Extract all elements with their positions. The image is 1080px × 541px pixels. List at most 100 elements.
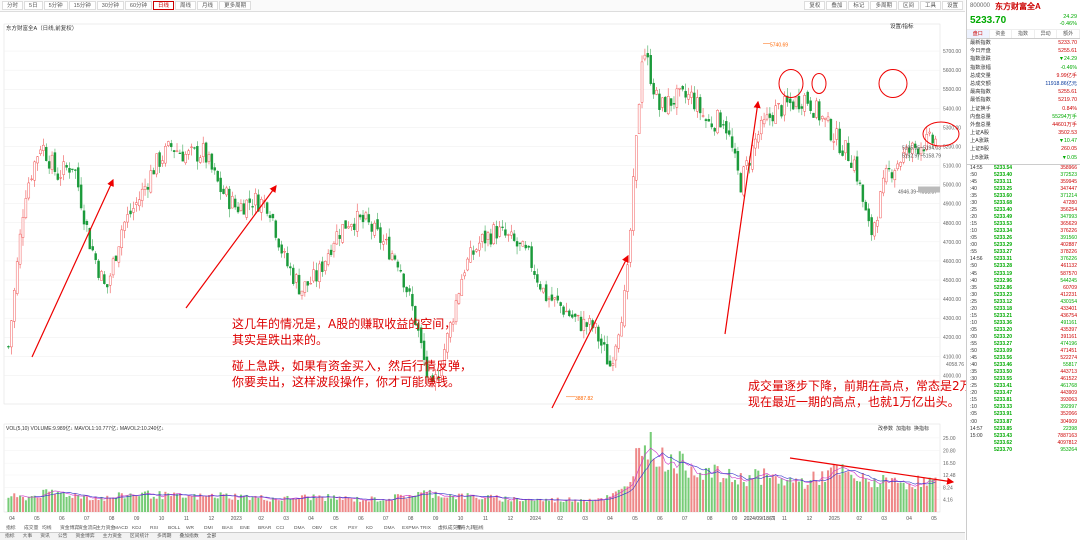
indicator-tab-0[interactable]: 指标 bbox=[6, 524, 16, 531]
indicator-tab-14[interactable]: BRAR bbox=[258, 525, 272, 531]
candle-body bbox=[390, 253, 394, 260]
indicator-tab-10[interactable]: WR bbox=[186, 525, 195, 531]
candle-body bbox=[231, 196, 234, 209]
period-button-2[interactable]: 5分钟 bbox=[43, 1, 68, 10]
volume-bar bbox=[350, 498, 353, 512]
volume-bar bbox=[112, 497, 115, 512]
kline-chart[interactable]: 东方财富全A（日线,前复权） 设置/指标 5700.00 5600.00 5500.00… bbox=[0, 12, 965, 532]
bottom-tab-0[interactable]: 指标 bbox=[5, 534, 15, 539]
kline-chart-area[interactable]: 东方财富全A（日线,前复权） 设置/指标 5700.00 5600.00 5500.00… bbox=[0, 12, 965, 540]
volume-bar bbox=[341, 499, 344, 512]
candle-body bbox=[169, 143, 173, 148]
volume-bar bbox=[582, 500, 585, 512]
bottom-tab-5[interactable]: 主力资金 bbox=[102, 534, 122, 539]
period-button-9[interactable]: 更多周期 bbox=[219, 1, 252, 10]
volume-bar bbox=[533, 500, 536, 512]
candle-body bbox=[62, 161, 65, 175]
volume-bar bbox=[77, 495, 80, 512]
bottom-tab-1[interactable]: 大事 bbox=[22, 534, 33, 539]
tool-button-5[interactable]: 工具 bbox=[919, 1, 941, 10]
indicator-tab-5[interactable]: 主力资金 bbox=[96, 524, 115, 531]
sidebar-tab-1[interactable]: 资金 bbox=[990, 30, 1013, 38]
tick-row: :45 5233.11 359945 bbox=[967, 179, 1080, 186]
tick-time: :50 bbox=[970, 348, 977, 355]
indicator-tab-26[interactable]: 画线 bbox=[474, 524, 484, 531]
tick-time: :25 bbox=[970, 298, 977, 305]
candle-body bbox=[448, 322, 452, 338]
tool-button-3[interactable]: 多周期 bbox=[870, 1, 897, 10]
bottom-tab-4[interactable]: 资金博弈 bbox=[75, 534, 95, 539]
candle-body bbox=[687, 94, 690, 100]
tick-time: :10 bbox=[970, 228, 977, 235]
indicator-tab-7[interactable]: KDJ bbox=[132, 525, 142, 531]
indicator-tab-22[interactable]: EXPMA bbox=[402, 525, 420, 531]
sidebar-tab-0[interactable]: 盘口 bbox=[967, 30, 990, 38]
indicator-tab-1[interactable]: 成交量 bbox=[24, 524, 39, 531]
indicator-tab-15[interactable]: CCI bbox=[276, 525, 284, 531]
volume-bar bbox=[443, 497, 446, 512]
tick-volume: 430154 bbox=[1060, 298, 1077, 305]
tool-button-2[interactable]: 标记 bbox=[848, 1, 870, 10]
candle-body bbox=[100, 271, 103, 281]
sidebar-tab-2[interactable]: 指数 bbox=[1012, 30, 1035, 38]
candle-body bbox=[59, 177, 62, 179]
indicator-tab-20[interactable]: KD bbox=[366, 525, 373, 531]
indicator-tab-17[interactable]: OBV bbox=[312, 525, 323, 531]
indicator-tab-4[interactable]: 资金流向 bbox=[78, 524, 97, 531]
bottom-tab-7[interactable]: 多周期 bbox=[157, 534, 172, 539]
indicator-tab-12[interactable]: BIAS bbox=[222, 525, 233, 531]
tool-button-0[interactable]: 复权 bbox=[804, 1, 826, 10]
stock-name[interactable]: 东方财富全A bbox=[995, 1, 1041, 11]
bottom-tab-8[interactable]: 叠加指数 bbox=[179, 534, 199, 539]
indicator-tab-13[interactable]: ENE bbox=[240, 525, 250, 531]
tool-button-6[interactable]: 设置 bbox=[941, 1, 963, 10]
indicator-tab-3[interactable]: 资金博弈 bbox=[60, 524, 79, 531]
candle-body bbox=[85, 221, 89, 225]
tick-row: :40 5232.96 544245 bbox=[967, 278, 1080, 285]
sidebar-tab-3[interactable]: 异动 bbox=[1035, 30, 1058, 38]
period-button-8[interactable]: 月线 bbox=[197, 1, 219, 10]
bottom-tab-9[interactable]: 全部 bbox=[206, 534, 217, 539]
sidebar-tab-4[interactable]: 额外 bbox=[1057, 30, 1080, 38]
toolbar-right: 复权 叠加 标记 多周期 区间 工具 设置 bbox=[804, 1, 963, 10]
indicator-tab-16[interactable]: DMA bbox=[294, 525, 305, 531]
bottom-tab-3[interactable]: 公告 bbox=[57, 534, 68, 539]
indicator-tab-2[interactable]: 均线 bbox=[42, 524, 52, 531]
annotation-text-2: 成交量逐步下降，前期在高点，常态是2万亿。 现在最近一期的高点，也就1万亿出头。 bbox=[748, 378, 996, 410]
indicator-tab-25[interactable]: 神奇九转 bbox=[456, 524, 475, 531]
period-button-3[interactable]: 15分钟 bbox=[68, 1, 96, 10]
indicator-tab-21[interactable]: DMA bbox=[384, 525, 395, 531]
indicator-tab-23[interactable]: TRIX bbox=[420, 525, 432, 531]
tick-volume: 436754 bbox=[1060, 312, 1077, 319]
volume-bar bbox=[141, 492, 144, 512]
period-button-5[interactable]: 60分钟 bbox=[124, 1, 153, 10]
period-button-6[interactable]: 日线 bbox=[153, 1, 175, 10]
volume-bar bbox=[30, 496, 33, 512]
indicator-tab-19[interactable]: PSY bbox=[348, 525, 358, 531]
indicator-tab-18[interactable]: CR bbox=[330, 525, 337, 531]
period-button-1[interactable]: 5日 bbox=[24, 1, 43, 10]
tool-button-4[interactable]: 区间 bbox=[897, 1, 919, 10]
tick-time: :35 bbox=[970, 193, 977, 199]
indicator-tab-9[interactable]: BOLL bbox=[168, 525, 181, 531]
period-button-0[interactable]: 分时 bbox=[2, 1, 24, 10]
candle-body bbox=[600, 338, 603, 346]
stat-row: 外盘总量 44601万手 bbox=[967, 121, 1080, 129]
indicator-tab-24[interactable]: 虚拟成交量 bbox=[438, 524, 462, 531]
tick-price: 5233.34 bbox=[994, 228, 1013, 235]
period-button-4[interactable]: 30分钟 bbox=[96, 1, 124, 10]
candle-body bbox=[358, 214, 362, 218]
tool-button-1[interactable]: 叠加 bbox=[826, 1, 848, 10]
stat-row: 上证换手 0.84% bbox=[967, 105, 1080, 113]
candle-body bbox=[780, 105, 783, 117]
volume-bar bbox=[893, 477, 896, 512]
candle-body bbox=[36, 156, 39, 164]
bottom-tab-2[interactable]: 资讯 bbox=[40, 534, 50, 539]
candle-body bbox=[329, 249, 333, 255]
bottom-tab-6[interactable]: 区间统计 bbox=[129, 534, 150, 539]
period-button-7[interactable]: 周线 bbox=[175, 1, 197, 10]
candle-body bbox=[74, 169, 77, 171]
indicator-tab-11[interactable]: DMI bbox=[204, 525, 213, 531]
indicator-tab-8[interactable]: RSI bbox=[150, 525, 158, 531]
indicator-tab-6[interactable]: MACD bbox=[114, 525, 129, 531]
